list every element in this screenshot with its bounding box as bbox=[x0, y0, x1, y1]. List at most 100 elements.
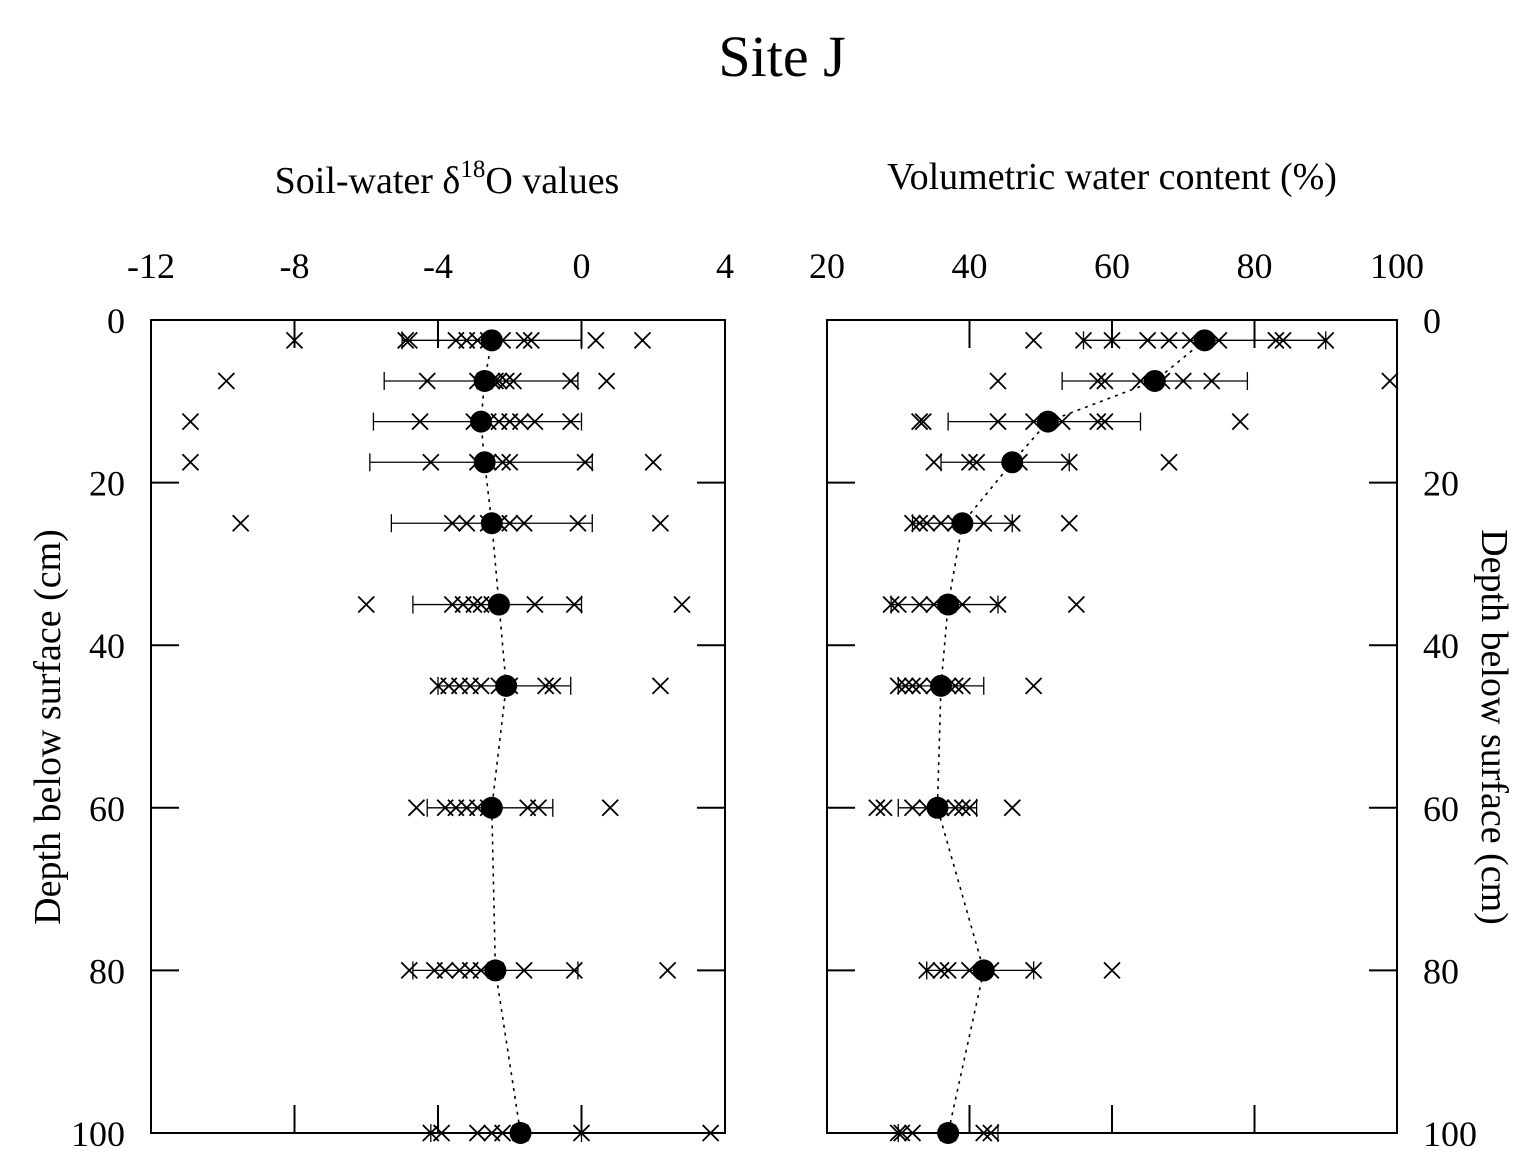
water-content-mean-point bbox=[926, 796, 949, 819]
delta18o-sample-point bbox=[522, 331, 540, 349]
water-content-sample-point bbox=[1003, 799, 1021, 817]
water-content-sample-point bbox=[1274, 331, 1292, 349]
water-content-sample-point bbox=[889, 1124, 907, 1142]
delta18o-sample-point bbox=[587, 331, 605, 349]
superscript-18: 18 bbox=[460, 156, 485, 183]
delta18o-sample-point bbox=[658, 961, 677, 980]
delta18o-mean-point bbox=[509, 1122, 532, 1144]
water-content-x-tick-label: 100 bbox=[1370, 246, 1424, 286]
delta18o-sample-point bbox=[493, 453, 512, 471]
delta18o-y-tick-label: 40 bbox=[89, 626, 125, 666]
water-content-sample-point bbox=[914, 412, 932, 431]
delta18o-sample-point bbox=[285, 331, 304, 349]
delta18o-sample-point bbox=[562, 372, 580, 390]
delta18o-sample-point bbox=[407, 799, 426, 817]
delta18o-mean-point bbox=[487, 593, 510, 616]
water-content-x-tick-label: 80 bbox=[1237, 246, 1273, 286]
water-content-sample-point bbox=[967, 453, 986, 471]
delta18o-mean-point bbox=[480, 796, 503, 819]
water-content-sample-point bbox=[960, 799, 979, 817]
water-content-sample-point bbox=[960, 453, 979, 471]
water-content-mean-point bbox=[930, 674, 952, 697]
water-content-panel: Volumetric water content (%) 20 40 60 80 100… bbox=[809, 156, 1477, 1154]
delta18o-x-tick-label: 0 bbox=[573, 246, 591, 286]
water-content-mean-line bbox=[936, 339, 1206, 1134]
water-content-mean-point bbox=[1193, 329, 1216, 352]
delta18o-sample-point bbox=[601, 799, 619, 817]
water-content-sample-point bbox=[953, 799, 972, 817]
water-content-sample-point bbox=[1024, 961, 1043, 980]
water-content-sample-point bbox=[1103, 331, 1121, 349]
water-content-sample-point bbox=[989, 595, 1007, 614]
delta18o-sample-point bbox=[673, 595, 691, 614]
delta18o-y-tick-label: 100 bbox=[71, 1114, 125, 1154]
water-content-sample-point bbox=[1074, 331, 1093, 349]
delta18o-x-tick-label: 4 bbox=[716, 246, 734, 286]
delta18o-sample-point bbox=[702, 1124, 720, 1142]
delta18o-sample-point bbox=[443, 514, 461, 532]
delta18o-x-tick-label: -12 bbox=[127, 246, 175, 286]
water-content-sample-point bbox=[1138, 331, 1157, 349]
delta18o-mean-point bbox=[484, 959, 507, 982]
water-content-mean-point bbox=[951, 512, 974, 535]
water-content-sample-point bbox=[975, 514, 993, 532]
delta18o-y-tick-label: 60 bbox=[89, 789, 125, 829]
water-content-sample-point bbox=[910, 677, 929, 695]
water-content-mean-point bbox=[972, 959, 995, 982]
delta18o-mean-point bbox=[470, 410, 493, 433]
water-content-sample-point bbox=[1024, 677, 1043, 695]
delta18o-sample-point bbox=[529, 799, 548, 817]
water-content-sample-point bbox=[910, 595, 929, 614]
delta18o-sample-point bbox=[651, 514, 670, 532]
water-content-sample-point bbox=[1174, 372, 1192, 390]
water-content-sample-point bbox=[889, 595, 907, 614]
water-content-y-tick-label: 80 bbox=[1423, 951, 1459, 991]
delta18o-sample-point bbox=[497, 372, 515, 390]
water-content-sample-point bbox=[989, 372, 1007, 390]
water-content-sample-point bbox=[1231, 412, 1249, 431]
water-content-sample-point bbox=[1103, 961, 1121, 980]
delta18o-sample-point bbox=[544, 677, 562, 695]
delta18o-sample-point bbox=[418, 372, 436, 390]
delta18o-sample-point bbox=[357, 595, 375, 614]
right-depth-axis-title: Depth below surface (cm) bbox=[1473, 529, 1515, 925]
water-content-sample-point bbox=[1089, 412, 1107, 431]
delta18o-sample-point bbox=[472, 677, 490, 695]
delta18o-sample-point bbox=[411, 412, 429, 431]
water-content-sample-point bbox=[975, 1124, 993, 1142]
water-content-mean-point bbox=[937, 1122, 960, 1144]
delta18o-panel: Soil-water δ18O values -12 -8 -4 0 402040608… bbox=[71, 156, 734, 1154]
delta18o-mean-line bbox=[480, 340, 522, 1134]
water-content-sample-point bbox=[918, 514, 936, 532]
delta18o-plot-frame bbox=[150, 319, 726, 1134]
delta18o-sample-point bbox=[526, 412, 544, 431]
water-content-y-tick-label: 60 bbox=[1423, 789, 1459, 829]
water-content-sample-point bbox=[1003, 514, 1021, 532]
water-content-y-tick-label: 0 bbox=[1423, 301, 1441, 341]
water-content-sample-point bbox=[903, 677, 922, 695]
delta18o-sample-point bbox=[432, 1124, 451, 1142]
delta18o-mean-point bbox=[480, 512, 503, 535]
water-content-mean-point bbox=[1001, 451, 1024, 474]
delta18o-sample-point bbox=[651, 677, 670, 695]
water-content-sample-point bbox=[903, 799, 922, 817]
water-content-sample-point bbox=[918, 961, 936, 980]
left-depth-axis-title: Depth below surface (cm) bbox=[27, 529, 69, 925]
water-content-sample-point bbox=[1160, 453, 1178, 471]
water-content-sample-point bbox=[1096, 412, 1114, 431]
water-content-sample-point bbox=[939, 961, 957, 980]
figure-title: Site J bbox=[718, 24, 845, 89]
water-content-sample-point bbox=[1381, 372, 1399, 390]
water-content-sample-point bbox=[875, 799, 893, 817]
water-content-sample-point bbox=[910, 412, 929, 431]
water-content-sample-point bbox=[982, 1124, 1000, 1142]
delta18o-sample-point bbox=[511, 412, 530, 431]
delta18o-sample-point bbox=[181, 453, 200, 471]
delta18o-mean-point bbox=[473, 451, 496, 474]
water-content-x-tick-label: 40 bbox=[952, 246, 988, 286]
delta18o-sample-point bbox=[526, 595, 544, 614]
delta18o-sample-point bbox=[397, 331, 415, 349]
water-content-sample-point bbox=[882, 595, 900, 614]
o-values-label: O values bbox=[485, 160, 619, 202]
water-content-sample-point bbox=[910, 514, 929, 532]
